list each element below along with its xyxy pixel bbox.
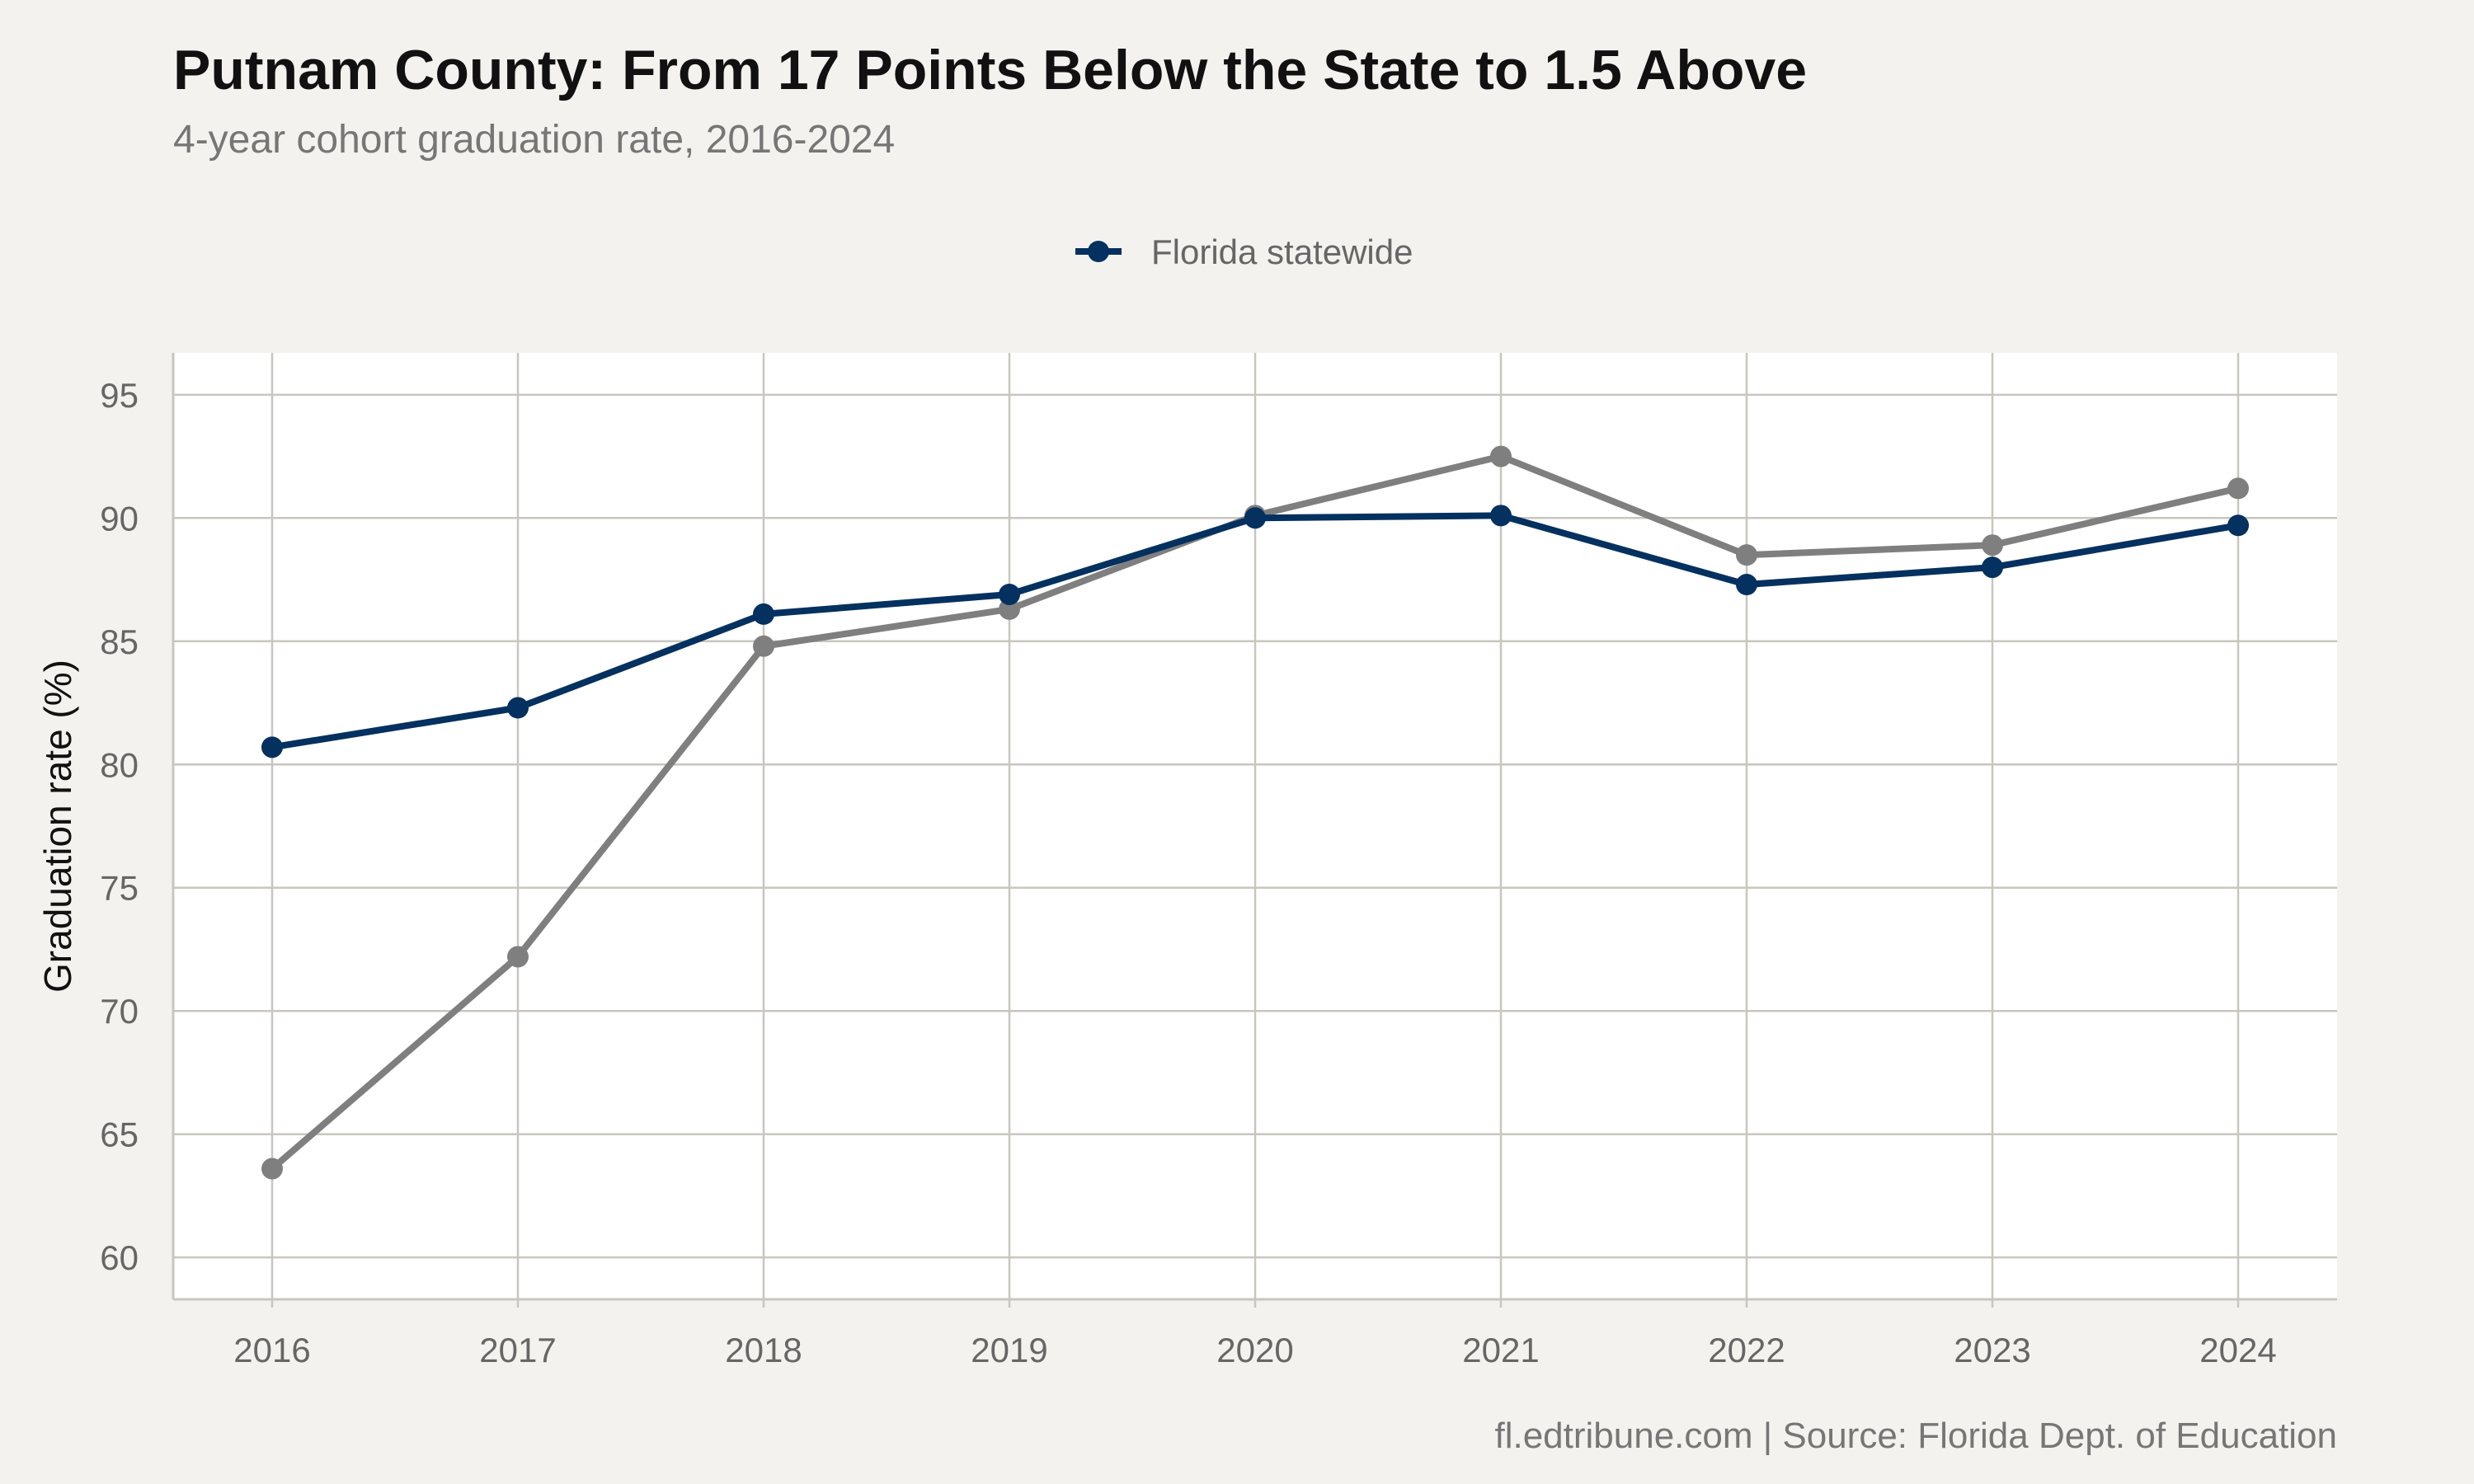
data-point-0-4 [1244, 507, 1266, 529]
x-tick-label: 2017 [479, 1331, 556, 1369]
x-tick-label: 2022 [1708, 1331, 1785, 1369]
data-point-1-2 [753, 635, 774, 657]
data-point-1-7 [1982, 534, 2003, 556]
data-point-1-1 [507, 946, 529, 968]
data-point-0-3 [999, 583, 1020, 605]
data-point-0-6 [1736, 574, 1757, 596]
data-series [261, 445, 2249, 1180]
legend-label: Florida statewide [1151, 232, 1413, 271]
data-point-1-8 [2227, 477, 2249, 500]
data-point-1-3 [999, 598, 1020, 620]
chart-caption: fl.edtribune.com | Source: Florida Dept.… [1494, 1416, 2337, 1456]
legend-key-point [1088, 241, 1109, 262]
data-point-0-2 [753, 603, 774, 625]
y-tick-label: 65 [100, 1115, 139, 1154]
x-tick-label: 2021 [1462, 1331, 1539, 1369]
chart-title: Putnam County: From 17 Points Below the … [173, 39, 1808, 101]
y-tick-label: 90 [100, 499, 139, 538]
y-tick-label: 75 [100, 869, 139, 908]
data-point-0-0 [261, 736, 283, 758]
y-tick-label: 95 [100, 376, 139, 415]
legend: Florida statewide [1075, 232, 1413, 271]
x-tick-label: 2018 [725, 1331, 802, 1369]
data-point-0-5 [1490, 505, 1512, 527]
y-axis-title: Graduation rate (%) [36, 660, 79, 993]
x-tick-label: 2020 [1216, 1331, 1293, 1369]
data-point-1-6 [1736, 544, 1757, 566]
axes: 60 65 70 75 80 85 90 95 2016 2017 2018 2019 2020 2021… [100, 353, 2337, 1369]
chart-subtitle: 4-year cohort graduation rate, 2016-2024 [173, 118, 896, 162]
data-point-0-7 [1982, 556, 2003, 579]
y-tick-label: 80 [100, 745, 139, 784]
data-point-1-5 [1490, 445, 1512, 467]
y-tick-label: 60 [100, 1238, 139, 1277]
data-point-1-0 [261, 1158, 283, 1180]
x-tick-label: 2023 [1954, 1331, 2030, 1369]
data-point-0-1 [507, 697, 529, 719]
x-tick-label: 2019 [971, 1331, 1047, 1369]
x-tick-label: 2016 [233, 1331, 310, 1369]
y-tick-label: 85 [100, 622, 139, 661]
grid-lines [173, 353, 2337, 1299]
x-tick-label: 2024 [2199, 1331, 2276, 1369]
data-point-0-8 [2227, 514, 2249, 537]
y-tick-label: 70 [100, 992, 139, 1031]
